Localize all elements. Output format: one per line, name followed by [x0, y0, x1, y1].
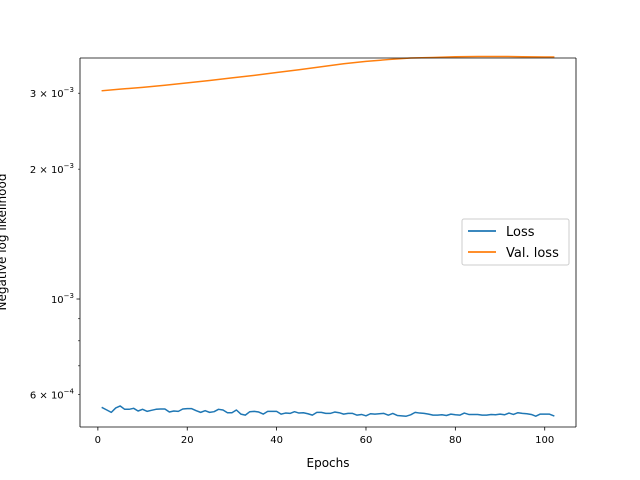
- y-tick-label: 6 × 10−4: [30, 388, 75, 402]
- legend[interactable]: Loss Val. loss: [461, 218, 570, 266]
- axes-layer: [79, 57, 577, 428]
- legend-label-1: Val. loss: [506, 246, 559, 261]
- x-tick-label: 80: [449, 435, 462, 446]
- y-axis-label: Negative log likelihood: [0, 174, 9, 311]
- legend-label-0: Loss: [506, 225, 535, 240]
- x-tick-label: 100: [535, 435, 554, 446]
- x-tick-label: 60: [360, 435, 373, 446]
- y-tick-label: 2 × 10−3: [30, 162, 74, 176]
- series-line-1: [101, 55, 555, 92]
- series-layer: [101, 55, 555, 417]
- y-tick-label: 3 × 10−3: [30, 86, 74, 100]
- x-tick-label: 0: [95, 435, 101, 446]
- ticks-layer: 0 20 40 60 80 100 6 × 10−4 10−3 2 × 10−3 3 × 10−3: [30, 86, 554, 446]
- x-tick-label: 20: [181, 435, 194, 446]
- y-tick-label: 10−3: [51, 292, 74, 306]
- x-tick-label: 40: [270, 435, 283, 446]
- x-axis-label: Epochs: [307, 456, 350, 470]
- series-line-0: [101, 405, 555, 417]
